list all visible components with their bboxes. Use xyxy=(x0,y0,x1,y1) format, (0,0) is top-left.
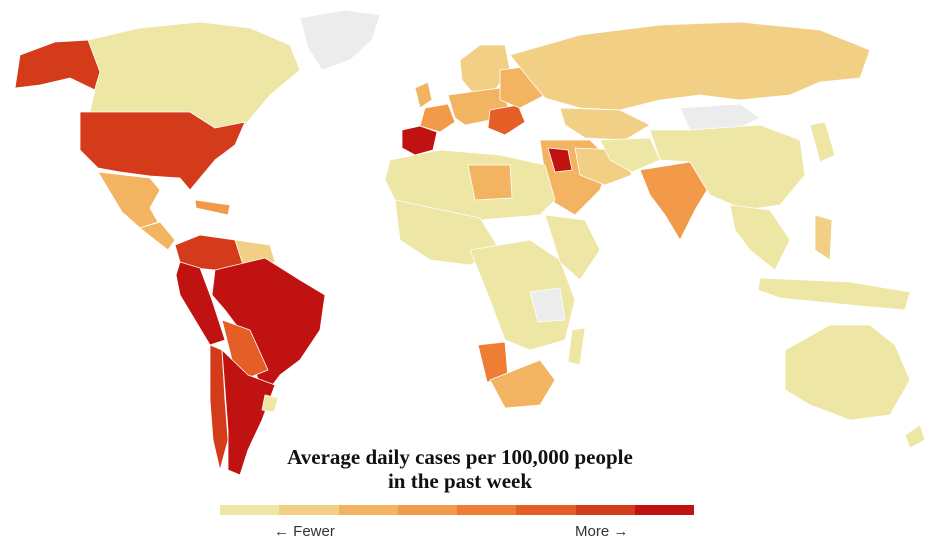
region-iraq xyxy=(547,147,573,173)
region-brazil xyxy=(211,257,326,396)
region-france xyxy=(419,103,456,133)
region-kazakhstan xyxy=(559,107,651,141)
region-southeast-asia xyxy=(729,204,791,271)
region-philippines xyxy=(814,214,833,261)
region-usa xyxy=(79,111,246,191)
region-horn-of-africa xyxy=(544,214,601,281)
region-canada xyxy=(87,21,301,129)
region-bolivia-paraguay xyxy=(221,319,269,379)
region-australia xyxy=(784,324,911,421)
region-alaska xyxy=(14,39,101,91)
region-uk xyxy=(414,81,433,109)
region-spain xyxy=(401,125,438,156)
region-west-africa xyxy=(394,199,501,266)
region-central-asia xyxy=(599,137,661,173)
region-greenland xyxy=(299,9,381,71)
region-madagascar xyxy=(567,327,586,366)
region-caribbean xyxy=(194,199,231,216)
region-balkans xyxy=(487,104,526,136)
region-indonesia xyxy=(757,277,911,311)
region-russia xyxy=(509,21,871,111)
region-mexico xyxy=(97,171,161,229)
region-new-zealand xyxy=(904,424,926,449)
region-korea-japan xyxy=(809,121,836,163)
region-china xyxy=(649,124,806,211)
region-north-africa xyxy=(384,149,556,221)
region-argentina xyxy=(221,349,276,476)
region-southern-africa xyxy=(489,359,556,409)
region-central-africa xyxy=(469,239,576,351)
region-uruguay xyxy=(261,394,279,413)
region-mongolia xyxy=(679,103,761,133)
region-libya xyxy=(467,164,513,201)
region-central-america xyxy=(139,221,176,251)
region-drc-gap xyxy=(529,287,566,323)
